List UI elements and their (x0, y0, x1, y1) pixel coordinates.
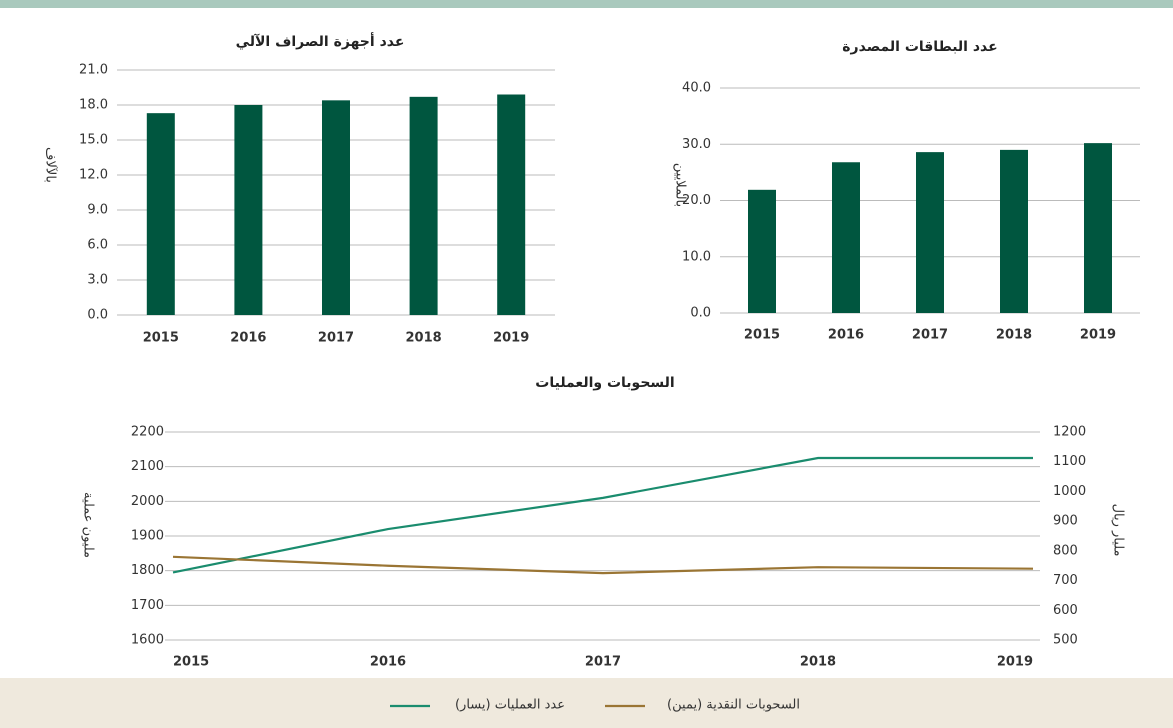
y2-tick-label: 900 (1053, 514, 1078, 529)
bar (916, 152, 944, 313)
y-tick-label: 20.0 (682, 193, 711, 208)
chart-title: عدد أجهزة الصراف الآلي (236, 32, 405, 50)
bar (409, 96, 438, 315)
bar (234, 105, 263, 315)
x-tick-label: 2016 (370, 655, 406, 670)
legend-label: عدد العمليات (يسار) (455, 698, 565, 713)
y-tick-label: 40.0 (682, 81, 711, 96)
bar (832, 162, 860, 313)
y-tick-label: 30.0 (682, 137, 711, 152)
top-strip (0, 0, 1173, 8)
line-series (172, 456, 1033, 574)
x-tick-label: 2017 (585, 655, 621, 670)
bar (1084, 143, 1112, 313)
y2-tick-label: 1000 (1053, 484, 1086, 499)
x-tick-label: 2019 (493, 331, 529, 346)
y-axis-label: مليون عملية (81, 492, 96, 558)
y2-tick-label: 800 (1053, 543, 1078, 558)
x-tick-label: 2015 (744, 328, 780, 343)
chart-title: السحوبات والعمليات (535, 375, 674, 391)
x-tick-label: 2015 (143, 331, 179, 346)
y-tick-label: 1900 (131, 529, 164, 544)
y2-tick-label: 600 (1053, 603, 1078, 618)
x-tick-label: 2019 (1080, 328, 1116, 343)
bar (748, 189, 776, 313)
x-tick-label: 2016 (828, 328, 864, 343)
x-tick-label: 2016 (230, 331, 266, 346)
legend-band (0, 678, 1173, 728)
y-tick-label: 9.0 (87, 203, 108, 218)
bar (322, 100, 350, 315)
x-tick-label: 2018 (406, 331, 442, 346)
y2-tick-label: 1100 (1053, 454, 1086, 469)
y-tick-label: 1600 (131, 633, 164, 648)
y-tick-label: 6.0 (87, 238, 108, 253)
x-tick-label: 2019 (997, 655, 1033, 670)
y-tick-label: 12.0 (79, 168, 108, 183)
chart-title: عدد البطاقات المصدرة (842, 39, 997, 55)
y-axis-label: بالملايين (673, 163, 688, 207)
x-tick-label: 2017 (318, 331, 354, 346)
x-tick-label: 2018 (996, 328, 1032, 343)
y-tick-label: 3.0 (87, 273, 108, 288)
y-tick-label: 10.0 (682, 249, 711, 264)
bar (497, 94, 526, 315)
x-tick-label: 2017 (912, 328, 948, 343)
y-tick-label: 0.0 (87, 308, 108, 323)
y-tick-label: 18.0 (79, 98, 108, 113)
y-tick-label: 1800 (131, 563, 164, 578)
x-tick-label: 2015 (173, 655, 209, 670)
y-tick-label: 21.0 (79, 63, 108, 78)
x-tick-label: 2018 (800, 655, 836, 670)
y2-tick-label: 500 (1053, 633, 1078, 648)
y2-tick-label: 700 (1053, 573, 1078, 588)
bar (146, 113, 175, 316)
y2-axis-label: مليار ريال (1111, 504, 1126, 557)
y-tick-label: 2200 (131, 425, 164, 440)
y-tick-label: 2100 (131, 459, 164, 474)
y-tick-label: 1700 (131, 598, 164, 613)
y-axis-label: بالآلاف (43, 147, 59, 183)
y-tick-label: 2000 (131, 494, 164, 509)
y-tick-label: 0.0 (690, 306, 711, 321)
bar (1000, 149, 1028, 313)
y2-tick-label: 1200 (1053, 425, 1086, 440)
legend-label: السحوبات النقدية (يمين) (667, 698, 800, 713)
line-series (172, 555, 1034, 575)
y-tick-label: 15.0 (79, 133, 108, 148)
